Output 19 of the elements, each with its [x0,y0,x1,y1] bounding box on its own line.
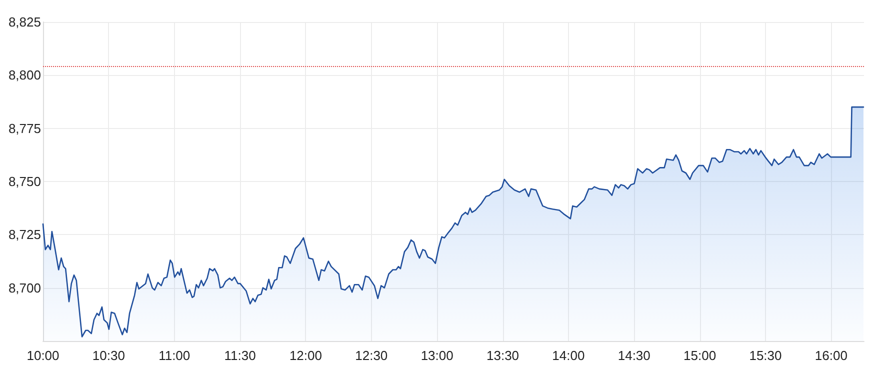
x-tick-label: 13:00 [420,348,454,363]
x-tick-label: 15:30 [749,348,782,363]
y-tick-label: 8,825 [8,14,41,30]
x-tick-label: 14:30 [618,348,650,363]
x-tick-label: 12:30 [355,348,388,363]
x-tick-label: 12:00 [289,348,322,363]
x-tick-label: 13:30 [486,348,520,363]
x-tick-label: 11:30 [224,348,256,363]
x-tick-label: 10:30 [92,348,125,363]
x-tick-label: 15:00 [684,348,716,363]
x-tick-label: 11:00 [158,348,190,363]
x-tick-label: 16:00 [814,348,848,363]
y-tick-label: 8,800 [8,68,41,83]
y-tick-label: 8,775 [8,120,41,136]
y-tick-label: 8,725 [8,227,41,242]
x-tick-label: 14:00 [552,348,585,363]
y-tick-label: 8,700 [8,280,41,296]
x-tick-label: 10:00 [26,348,60,363]
y-tick-label: 8,750 [8,174,41,189]
